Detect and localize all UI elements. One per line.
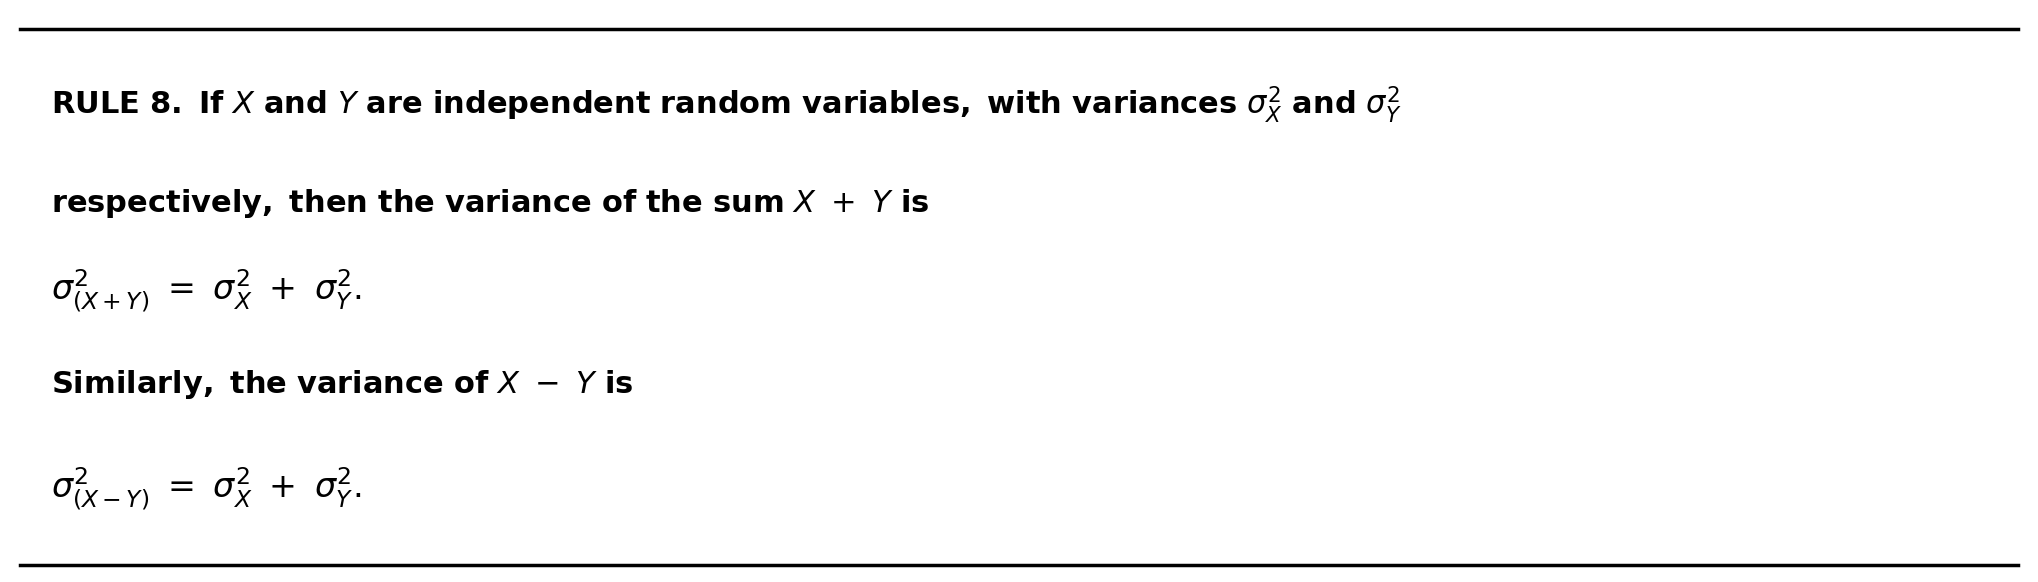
Text: $\sigma^2_{(X-Y)}\ =\ \sigma^2_X\ +\ \sigma^2_Y.$: $\sigma^2_{(X-Y)}\ =\ \sigma^2_X\ +\ \si…	[51, 466, 361, 512]
Text: $\mathbf{RULE\ 8.}\ \mathbf{If}\ \mathit{X}\ \mathbf{and}\ \mathit{Y}\ \mathbf{a: $\mathbf{RULE\ 8.}\ \mathbf{If}\ \mathit…	[51, 84, 1402, 125]
Text: $\mathbf{respectively,\ then\ the\ variance\ of\ the\ sum\ }\mathit{X}\ +\ \math: $\mathbf{respectively,\ then\ the\ varia…	[51, 187, 929, 220]
Text: $\sigma^2_{(X+Y)}\ =\ \sigma^2_X\ +\ \sigma^2_Y.$: $\sigma^2_{(X+Y)}\ =\ \sigma^2_X\ +\ \si…	[51, 268, 361, 314]
Text: $\mathbf{Similarly,\ the\ variance\ of\ }\mathit{X}\ -\ \mathit{Y}\ \mathbf{is}$: $\mathbf{Similarly,\ the\ variance\ of\ …	[51, 368, 634, 400]
